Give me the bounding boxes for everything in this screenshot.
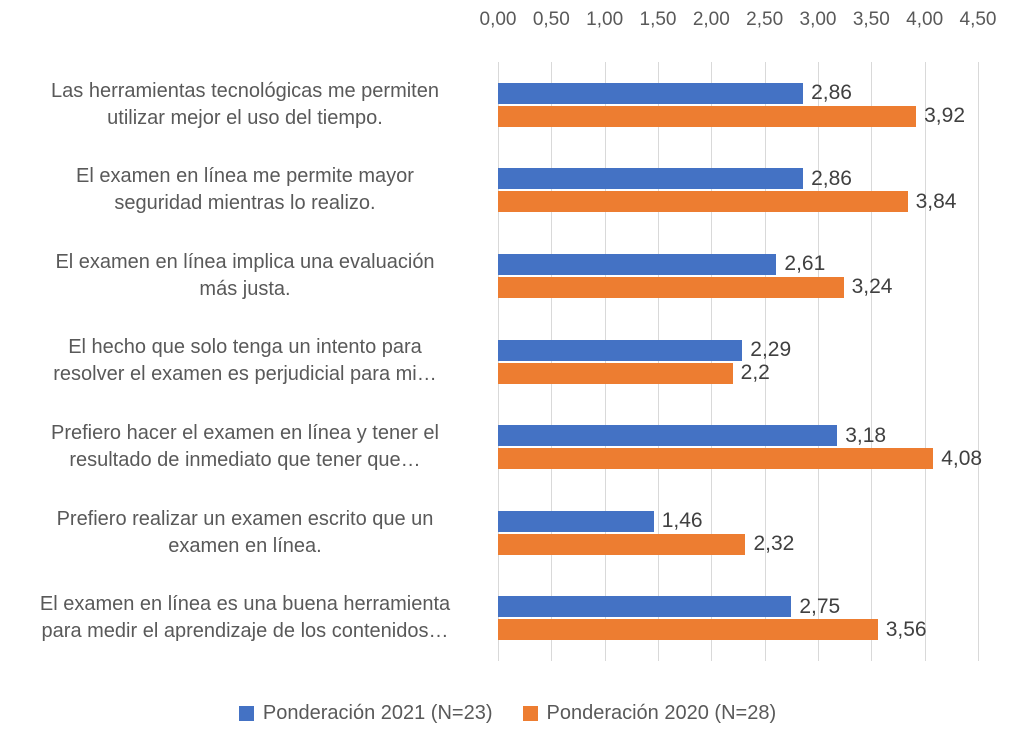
bar-2020 — [498, 619, 878, 641]
x-axis-tick-label: 0,00 — [479, 9, 517, 30]
data-label: 3,18 — [845, 423, 887, 447]
gridline — [604, 62, 606, 661]
bar-2020 — [498, 448, 934, 470]
data-label: 3,84 — [915, 189, 957, 213]
data-label: 2,32 — [753, 532, 795, 556]
data-label: 2,86 — [811, 166, 852, 190]
category-label: Prefiero realizar un examen escrito que … — [56, 507, 434, 557]
legend-label: Ponderación 2021 (N=23) — [262, 701, 493, 724]
gridline — [818, 62, 819, 661]
legend: Ponderación 2021 (N=23) Ponderación 2020 … — [0, 698, 1015, 728]
gridline — [658, 62, 659, 661]
gridline — [871, 62, 873, 661]
gridline — [764, 62, 766, 661]
data-label: 2,86 — [811, 81, 852, 105]
category-label: Prefiero hacer el examen en línea y tene… — [51, 422, 439, 472]
data-label: 1,46 — [661, 509, 703, 533]
legend-label: Ponderación 2020 (N=28) — [546, 701, 777, 724]
gridline — [551, 62, 553, 661]
bar-2021 — [498, 168, 804, 190]
legend-item: Ponderación 2020 (N=28) — [522, 701, 777, 725]
bar-2021 — [498, 510, 654, 532]
bar-2021 — [498, 253, 777, 275]
x-axis-tick-label: 2,50 — [746, 9, 784, 30]
data-label: 4,08 — [941, 446, 983, 470]
category-label: El examen en línea es una buena herramie… — [39, 593, 451, 643]
bar-2021 — [498, 82, 804, 104]
bar-2020 — [498, 105, 917, 127]
x-axis-tick-label: 4,50 — [959, 9, 997, 30]
bar-2021 — [498, 425, 838, 447]
data-label: 3,24 — [851, 275, 893, 299]
data-label: 2,61 — [784, 252, 826, 276]
x-axis-tick-label: 3,50 — [852, 9, 890, 30]
data-label: 3,92 — [924, 104, 965, 128]
x-axis-tick-label: 1,50 — [639, 9, 677, 30]
x-axis-tick-label: 0,50 — [532, 9, 570, 30]
data-label: 2,29 — [750, 338, 792, 361]
legend-swatch-icon — [238, 705, 254, 721]
bar-2020 — [498, 191, 908, 213]
bar-2020 — [498, 533, 746, 555]
category-label: El hecho que solo tenga un intento para … — [53, 336, 437, 386]
x-axis-tick-label: 3,00 — [799, 9, 837, 30]
bar-2020 — [498, 362, 733, 384]
data-label: 2,2 — [740, 361, 770, 384]
bar-2021 — [498, 596, 792, 618]
data-label: 2,75 — [799, 594, 841, 618]
bar-2020 — [498, 276, 844, 298]
x-axis-tick-label: 4,00 — [906, 9, 944, 30]
category-label: Las herramientas tecnológicas me permite… — [51, 79, 439, 129]
gridline — [978, 62, 979, 661]
plot-area: 2,86 3,92 2,86 3,84 2,61 3,24 2,29 2,2 3,18 4,08 1… — [498, 62, 982, 661]
gridline — [498, 62, 499, 661]
x-axis-tick-label: 2,00 — [692, 9, 730, 30]
legend-swatch-icon — [522, 705, 538, 721]
bar-2021 — [498, 339, 743, 361]
data-label: 3,56 — [885, 617, 927, 641]
x-axis-tick-label: 1,00 — [586, 9, 624, 30]
legend-item: Ponderación 2021 (N=23) — [238, 701, 493, 725]
gridline — [924, 62, 926, 661]
category-label: El examen en línea me permite mayor segu… — [76, 165, 414, 215]
category-label: El examen en línea implica una evaluació… — [55, 250, 435, 300]
gridline — [711, 62, 713, 661]
